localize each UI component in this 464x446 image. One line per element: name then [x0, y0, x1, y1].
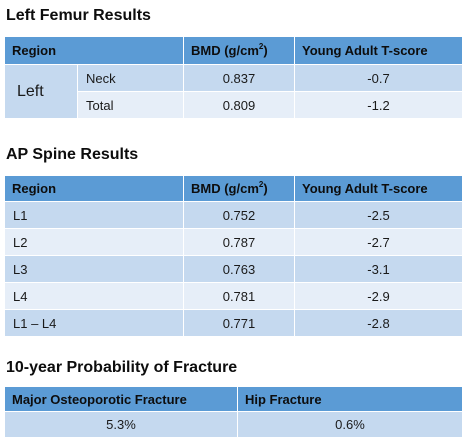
spine-header-bmd: BMD (g/cm2) [183, 175, 295, 202]
fracture-probability-table: Major Osteoporotic Fracture Hip Fracture… [4, 386, 463, 438]
femur-bmd-cell: 0.809 [183, 91, 295, 119]
spine-bmd-cell: 0.771 [183, 309, 295, 337]
femur-header-bmd-text: BMD (g/cm [191, 43, 259, 58]
table-row: L4 0.781 -2.9 [4, 282, 463, 310]
femur-header-row: Region BMD (g/cm2) Young Adult T-score [4, 36, 463, 65]
table-row: 5.3% 0.6% [4, 411, 463, 438]
femur-header-bmd-close: ) [263, 43, 268, 58]
spine-tscore-cell: -2.9 [294, 282, 463, 310]
spine-tscore-cell: -2.5 [294, 201, 463, 229]
spine-region-cell: L3 [4, 255, 184, 283]
femur-site-cell: Neck [77, 64, 184, 92]
table-row: L3 0.763 -3.1 [4, 255, 463, 283]
spine-bmd-cell: 0.752 [183, 201, 295, 229]
femur-tscore-cell: -1.2 [294, 91, 463, 119]
femur-header-bmd: BMD (g/cm2) [183, 36, 295, 65]
table-row: L1 0.752 -2.5 [4, 201, 463, 229]
fracture-section-title: 10-year Probability of Fracture [6, 359, 238, 376]
femur-section-title: Left Femur Results [6, 7, 151, 24]
spine-section-title: AP Spine Results [6, 146, 139, 163]
femur-header-bmd-exponent: 2 [258, 41, 264, 51]
femur-side-cell: Left [4, 64, 78, 119]
spine-header-tscore: Young Adult T-score [294, 175, 463, 202]
spine-results-table: Region BMD (g/cm2) Young Adult T-score L… [4, 175, 463, 337]
spine-region-cell: L1 – L4 [4, 309, 184, 337]
fracture-header-hip: Hip Fracture [237, 386, 463, 412]
spine-header-bmd-exponent: 2 [258, 179, 264, 189]
spine-header-bmd-close: ) [263, 181, 268, 196]
spine-bmd-cell: 0.763 [183, 255, 295, 283]
fracture-header-row: Major Osteoporotic Fracture Hip Fracture [4, 386, 463, 412]
femur-header-region: Region [4, 36, 184, 65]
table-row: Left Neck 0.837 -0.7 [4, 64, 463, 119]
spine-bmd-cell: 0.781 [183, 282, 295, 310]
femur-header-tscore: Young Adult T-score [294, 36, 463, 65]
femur-bmd-cell: 0.837 [183, 64, 295, 92]
table-row: L1 – L4 0.771 -2.8 [4, 309, 463, 337]
fracture-hip-value: 0.6% [237, 411, 463, 438]
spine-tscore-cell: -2.7 [294, 228, 463, 256]
spine-bmd-cell: 0.787 [183, 228, 295, 256]
spine-region-cell: L4 [4, 282, 184, 310]
femur-tscore-cell: -0.7 [294, 64, 463, 92]
spine-tscore-cell: -3.1 [294, 255, 463, 283]
spine-header-region: Region [4, 175, 184, 202]
femur-site-cell: Total [77, 91, 184, 119]
spine-header-bmd-text: BMD (g/cm [191, 181, 259, 196]
table-row: L2 0.787 -2.7 [4, 228, 463, 256]
spine-tscore-cell: -2.8 [294, 309, 463, 337]
table-row: Total 0.809 -1.2 [5, 91, 463, 119]
spine-region-cell: L1 [4, 201, 184, 229]
femur-results-table: Region BMD (g/cm2) Young Adult T-score L… [4, 36, 463, 119]
fracture-header-major: Major Osteoporotic Fracture [4, 386, 238, 412]
spine-region-cell: L2 [4, 228, 184, 256]
fracture-major-value: 5.3% [4, 411, 238, 438]
spine-header-row: Region BMD (g/cm2) Young Adult T-score [4, 175, 463, 202]
